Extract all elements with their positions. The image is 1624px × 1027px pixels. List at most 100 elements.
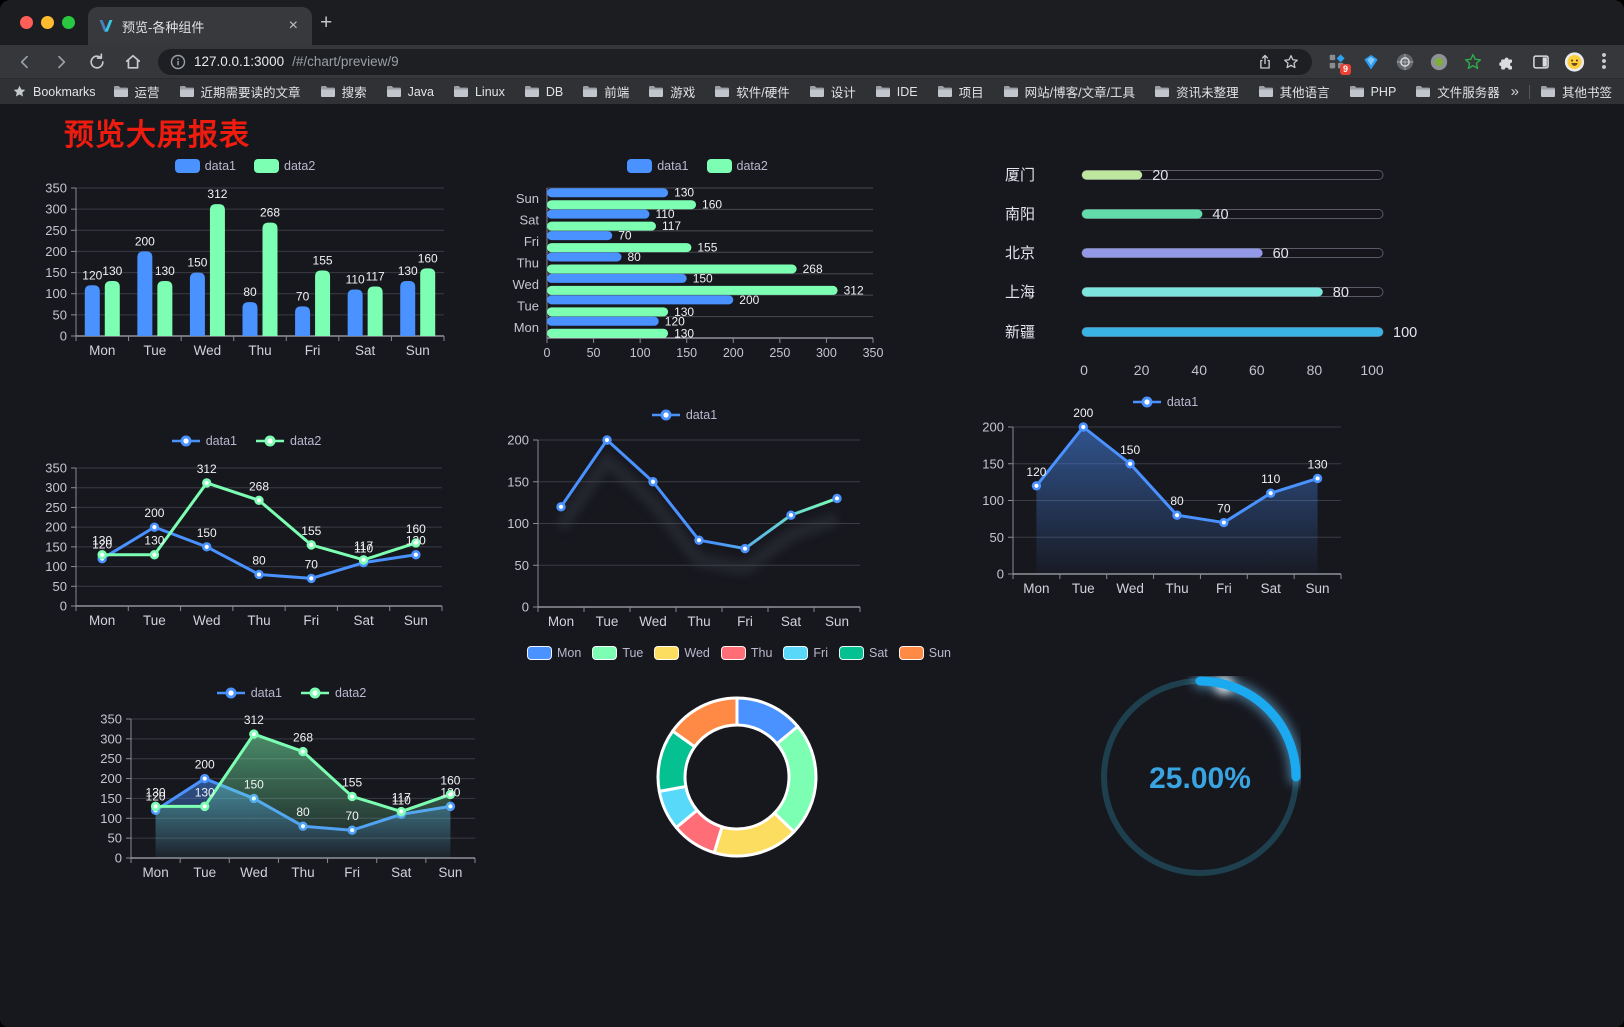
reload-button[interactable] bbox=[86, 51, 108, 73]
svg-text:150: 150 bbox=[197, 526, 217, 540]
legend-item-data1[interactable]: data1 bbox=[1132, 395, 1198, 409]
svg-text:200: 200 bbox=[982, 420, 1004, 435]
folder-icon bbox=[113, 85, 129, 98]
svg-text:300: 300 bbox=[816, 346, 837, 360]
svg-text:Sat: Sat bbox=[519, 213, 539, 228]
svg-text:Tue: Tue bbox=[596, 614, 619, 629]
svg-text:20: 20 bbox=[1152, 168, 1168, 184]
folder-icon bbox=[582, 85, 598, 98]
svg-text:350: 350 bbox=[45, 181, 67, 196]
bookmarks-manager[interactable]: Bookmarks bbox=[12, 84, 96, 99]
legend-item-Mon[interactable]: Mon bbox=[526, 646, 581, 660]
bookmark-star-icon[interactable] bbox=[1282, 53, 1300, 71]
svg-text:0: 0 bbox=[522, 600, 529, 615]
dual-line-chart: data1 data2 0 50 100 150 200 250 300 350 Mon Tue Wed… bbox=[40, 430, 452, 640]
horizontal-bar-canvas: Mon Tue Wed Thu Fri Sat Sun 0 50 100 150 200 250 300 3… bbox=[513, 186, 884, 360]
tab-close-icon[interactable]: × bbox=[288, 17, 298, 34]
browser-menu-icon[interactable]: • • • bbox=[1601, 46, 1607, 76]
legend-item-data2[interactable]: data2 bbox=[300, 686, 366, 700]
page-content: 预览大屏报表 data1 data2 0 50 100 150 200 250 300 350 Mo… bbox=[0, 105, 1624, 1027]
bookmark-item[interactable]: 网站/博客/文章/工具 bbox=[1003, 82, 1135, 101]
extensions-puzzle-icon[interactable] bbox=[1496, 51, 1517, 72]
legend-item-data1[interactable]: data1 bbox=[651, 408, 717, 422]
forward-button[interactable] bbox=[50, 51, 72, 73]
svg-text:150: 150 bbox=[982, 456, 1004, 471]
extension-gray-sphere-icon[interactable] bbox=[1394, 51, 1415, 72]
svg-text:130: 130 bbox=[674, 186, 694, 200]
svg-text:Wed: Wed bbox=[513, 277, 540, 292]
legend-item-Wed[interactable]: Wed bbox=[654, 646, 710, 660]
legend-item-data2[interactable]: data2 bbox=[255, 434, 321, 448]
svg-text:117: 117 bbox=[662, 219, 681, 233]
bookmark-item[interactable]: Java bbox=[386, 85, 434, 99]
legend-item-Sat[interactable]: Sat bbox=[839, 646, 888, 660]
new-tab-button[interactable]: + bbox=[320, 11, 333, 34]
bookmark-item[interactable]: DB bbox=[524, 85, 563, 99]
window-zoom-button[interactable] bbox=[62, 16, 75, 29]
legend-item-Thu[interactable]: Thu bbox=[720, 646, 772, 660]
legend-item-Sun[interactable]: Sun bbox=[898, 646, 951, 660]
legend-item-Fri[interactable]: Fri bbox=[783, 646, 828, 660]
bookmark-item[interactable]: 软件/硬件 bbox=[714, 82, 790, 101]
address-bar[interactable]: 127.0.0.1:3000 /#/chart/preview/9 bbox=[158, 48, 1312, 75]
bookmark-item[interactable]: 运营 bbox=[113, 82, 160, 101]
bookmark-item[interactable]: 前端 bbox=[582, 82, 629, 101]
extension-grid-icon[interactable]: 9 bbox=[1326, 51, 1351, 75]
legend-item-data1[interactable]: data1 bbox=[627, 159, 689, 173]
bookmark-item[interactable]: 搜索 bbox=[320, 82, 367, 101]
bookmark-item[interactable]: 项目 bbox=[937, 82, 984, 101]
svg-text:Sun: Sun bbox=[404, 613, 428, 628]
window-close-button[interactable] bbox=[20, 16, 33, 29]
svg-text:200: 200 bbox=[195, 758, 215, 772]
bookmarks-overflow-chevron[interactable]: » bbox=[1510, 82, 1519, 100]
bookmark-item[interactable]: 资讯未整理 bbox=[1154, 82, 1239, 101]
bookmark-item[interactable]: 其他语言 bbox=[1258, 82, 1330, 101]
legend-item-Tue[interactable]: Tue bbox=[592, 646, 643, 660]
svg-text:350: 350 bbox=[45, 461, 67, 476]
svg-text:Thu: Thu bbox=[687, 614, 710, 629]
window-minimize-button[interactable] bbox=[41, 16, 54, 29]
bookmark-item[interactable]: 文件服务器 bbox=[1415, 82, 1500, 101]
bookmark-item[interactable]: IDE bbox=[875, 85, 918, 99]
traffic-lights bbox=[20, 16, 75, 29]
legend-item-data1[interactable]: data1 bbox=[174, 159, 236, 173]
legend-item-data1[interactable]: data1 bbox=[171, 434, 237, 448]
svg-text:Fri: Fri bbox=[1216, 581, 1232, 596]
side-panel-icon[interactable] bbox=[1530, 51, 1551, 72]
svg-text:Thu: Thu bbox=[1165, 581, 1188, 596]
profile-avatar[interactable] bbox=[1564, 51, 1585, 72]
legend-item-data1[interactable]: data1 bbox=[216, 686, 282, 700]
folder-icon bbox=[875, 85, 891, 98]
legend-item-data2[interactable]: data2 bbox=[254, 159, 315, 173]
svg-text:120: 120 bbox=[146, 789, 166, 803]
svg-text:Fri: Fri bbox=[303, 613, 319, 628]
svg-text:100: 100 bbox=[100, 811, 122, 826]
browser-tab[interactable]: 预览-各种组件 × bbox=[88, 7, 312, 45]
svg-text:Tue: Tue bbox=[193, 865, 216, 880]
share-icon[interactable] bbox=[1256, 53, 1274, 71]
folder-icon bbox=[1415, 85, 1431, 98]
site-info-icon[interactable] bbox=[170, 54, 186, 70]
bookmark-item[interactable]: PHP bbox=[1349, 85, 1396, 99]
svg-text:Mon: Mon bbox=[1023, 581, 1049, 596]
other-bookmarks[interactable]: 其他书签 bbox=[1540, 82, 1612, 101]
extension-green-dot-icon[interactable] bbox=[1428, 51, 1449, 72]
svg-text:Sat: Sat bbox=[353, 613, 374, 628]
svg-text:312: 312 bbox=[844, 283, 864, 297]
bookmark-item[interactable]: 近期需要读的文章 bbox=[179, 82, 301, 101]
svg-text:50: 50 bbox=[53, 579, 67, 594]
svg-text:268: 268 bbox=[803, 262, 823, 276]
bookmark-item[interactable]: Linux bbox=[453, 85, 505, 99]
svg-text:160: 160 bbox=[702, 198, 722, 212]
svg-text:25.00%: 25.00% bbox=[1149, 762, 1251, 795]
extension-gem-icon[interactable] bbox=[1360, 51, 1381, 72]
legend-item-data2[interactable]: data2 bbox=[706, 159, 768, 173]
extension-green-star-icon[interactable] bbox=[1462, 51, 1483, 72]
bookmark-item[interactable]: 游戏 bbox=[648, 82, 695, 101]
back-button[interactable] bbox=[14, 51, 36, 73]
area-line-chart: data1 0 50 100 150 200 Mon Tue Wed Thu Fri Sat Sun 12… bbox=[975, 390, 1355, 600]
home-button[interactable] bbox=[122, 51, 144, 73]
bookmark-item[interactable]: 设计 bbox=[809, 82, 856, 101]
svg-text:Sat: Sat bbox=[781, 614, 802, 629]
svg-text:Sun: Sun bbox=[438, 865, 462, 880]
